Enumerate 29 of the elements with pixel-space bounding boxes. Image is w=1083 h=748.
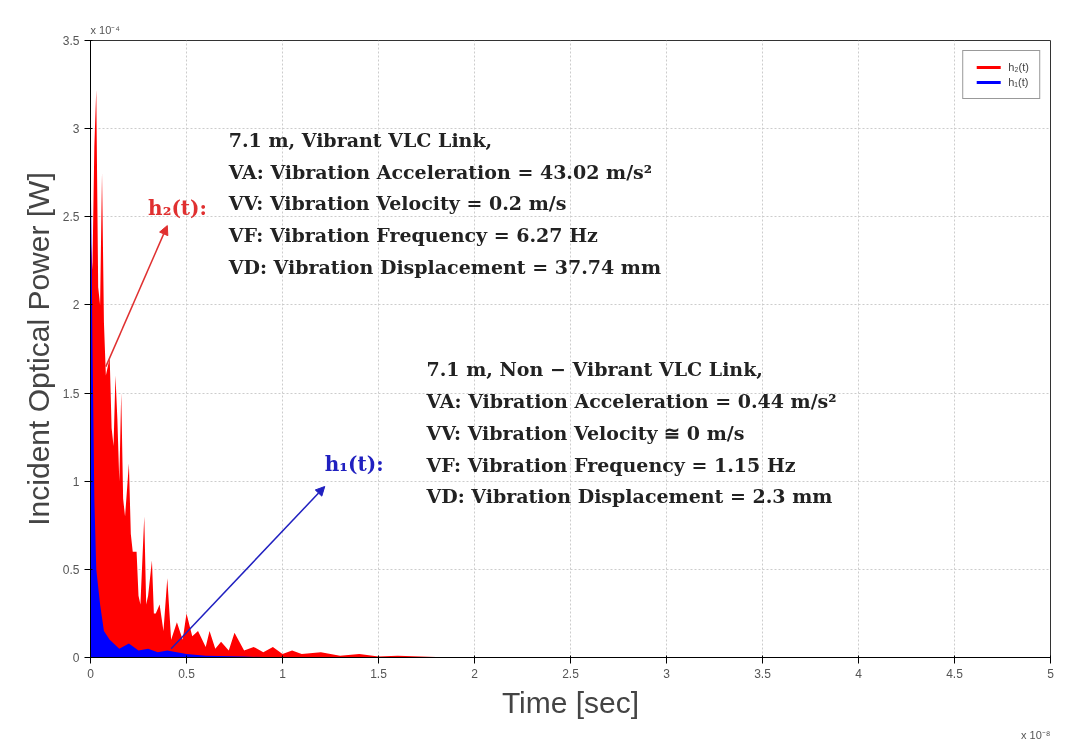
x-tick-label: 1 <box>279 666 287 681</box>
x-tick-label: 0.5 <box>178 666 196 681</box>
x-tick-label: 3.5 <box>754 666 772 681</box>
y-tick-label: 0.5 <box>62 562 80 577</box>
x-tick-label: 4 <box>855 666 863 681</box>
x-tick-label: 3 <box>663 666 671 681</box>
annotation: 7.1 m, Non − Vibrant VLC Link, VA: Vibration Acceleration = 0.44 m/s² VV: Vibration Velocity ≅ 0 m/s VF: Vibration Frequency = 1.15 Hz VD: Vibration Displacement = 2.3 mm <box>425 357 837 508</box>
y-tick-label: 3.5 <box>62 34 80 48</box>
x-tick-label: 2.5 <box>562 666 580 681</box>
text: x 10⁻⁸ <box>1021 728 1051 741</box>
annotation: h₂(t): <box>148 195 207 220</box>
y-tick-label: 2.5 <box>62 210 80 225</box>
legend-label: h₁(t) <box>1008 76 1029 88</box>
y-axis-title: Incident Optical Power [W] <box>21 172 55 526</box>
x-tick-label: 5 <box>1047 666 1055 681</box>
y-tick-label: 1 <box>72 474 80 489</box>
x-tick-label: 4.5 <box>946 666 964 681</box>
y-tick-label: 1.5 <box>62 386 80 401</box>
legend-label: h₂(t) <box>1008 61 1029 73</box>
y-tick-label: 0 <box>72 651 80 665</box>
y-tick-label: 2 <box>72 298 80 313</box>
x-axis-title: Time [sec] <box>501 685 640 719</box>
x-tick-label: 2 <box>471 666 479 681</box>
annotation: h₁(t): <box>324 451 384 476</box>
x-tick-label: 0 <box>87 666 95 681</box>
y-tick-label: 3 <box>72 122 80 137</box>
annotation: 7.1 m, Vibrant VLC Link, VA: Vibration Acceleration = 43.02 m/s² VV: Vibration Velocity = 0.2 m/s VF: Vibration Frequency = 6.27 Hz VD: Vibration Displacement = 37.74 mm <box>227 128 662 279</box>
x-tick-label: 1.5 <box>370 666 388 681</box>
text: x 10⁻⁴ <box>90 23 121 36</box>
